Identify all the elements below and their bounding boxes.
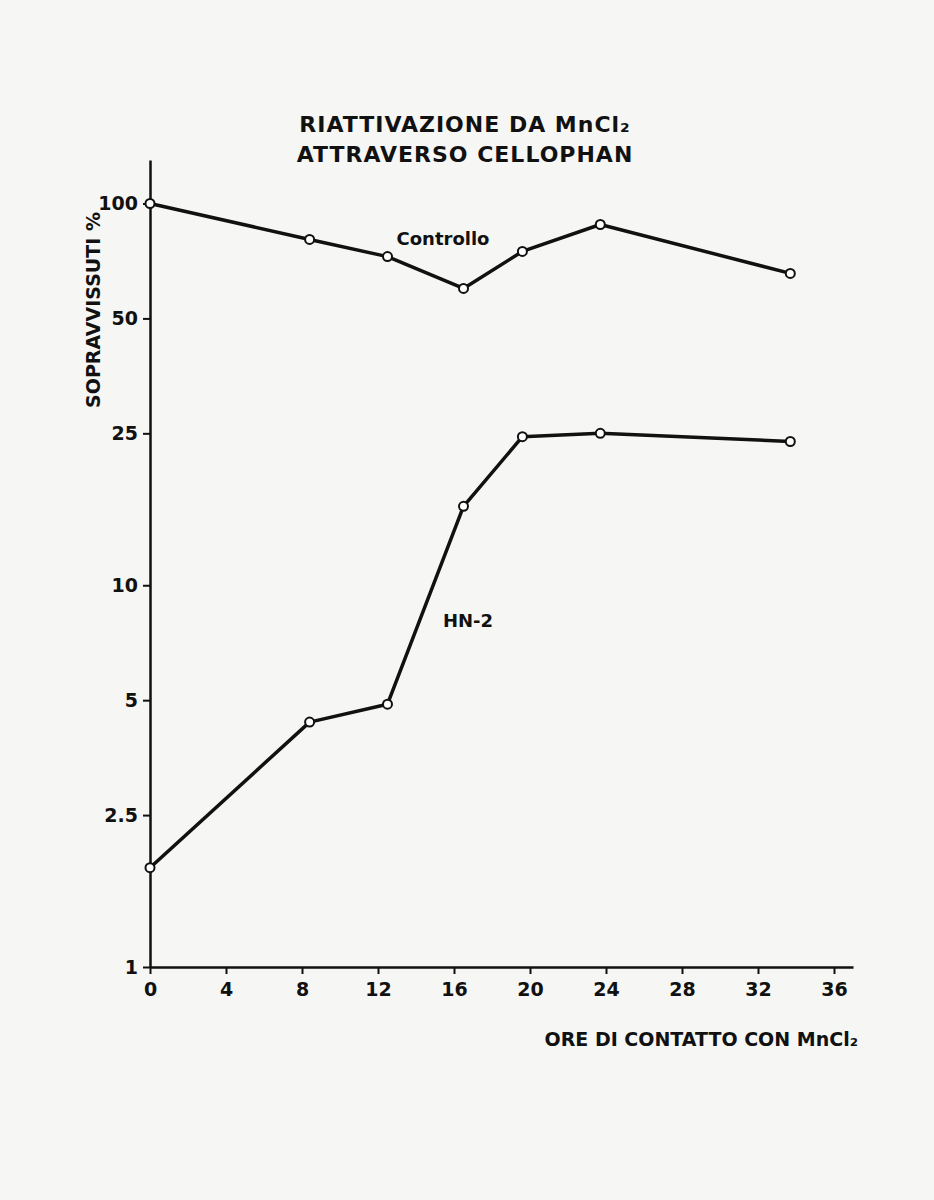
series-marker [383,252,392,261]
chart: RIATTIVAZIONE DA MnCl₂ ATTRAVERSO CELLOPH… [0,0,934,1200]
x-tick: 8 [296,967,309,1000]
x-axis-line [151,966,854,969]
y-axis: 1 2.5 5 10 25 50 100 [98,161,150,978]
series-marker [596,429,605,438]
x-tick-mark [530,967,532,974]
x-tick-label: 36 [821,978,847,1000]
y-tick-mark [143,967,150,969]
x-tick-label: 24 [593,978,619,1000]
x-tick: 4 [220,967,233,1000]
series-line [150,433,790,867]
x-tick: 0 [144,967,157,1000]
x-tick: 16 [441,967,467,1000]
series-marker [518,247,527,256]
y-axis-title: SOPRAVVISSUTI % [82,212,104,408]
x-tick-mark [758,967,760,974]
x-tick-label: 4 [220,978,233,1000]
series-marker [596,220,605,229]
x-tick-mark [834,967,836,974]
x-tick: 12 [365,967,391,1000]
y-tick: 100 [98,192,150,214]
y-tick: 2.5 [104,804,150,826]
series-marker [146,199,155,208]
x-tick-mark [302,967,304,974]
x-axis: 0 4 8 12 16 20 24 28 32 36 [144,967,854,1000]
x-axis-title: ORE DI CONTATTO CON MnCl₂ [545,1028,859,1050]
series-marker [459,284,468,293]
series-marker [786,269,795,278]
series-marker [146,863,155,872]
x-tick-mark [226,967,228,974]
subtitle: ATTRAVERSO CELLOPHAN [297,142,634,167]
x-tick-mark [606,967,608,974]
title: RIATTIVAZIONE DA MnCl₂ [299,112,630,137]
y-tick-label: 10 [112,574,138,596]
series-marker [305,235,314,244]
x-tick: 24 [593,967,619,1000]
x-tick-label: 28 [669,978,695,1000]
x-tick-mark [378,967,380,974]
y-tick: 50 [112,307,150,329]
x-tick: 28 [669,967,695,1000]
y-tick: 5 [125,689,150,711]
y-tick-mark [143,318,150,320]
y-tick-label: 2.5 [104,804,138,826]
y-tick-mark [143,815,150,817]
series-marker [305,718,314,727]
series-label: HN-2 [443,610,493,631]
series-line [150,203,790,288]
y-tick: 25 [112,422,150,444]
series-marker [518,432,527,441]
x-tick-label: 32 [745,978,771,1000]
x-tick-mark [682,967,684,974]
x-tick: 20 [517,967,543,1000]
series-marker [383,700,392,709]
y-tick-label: 50 [112,307,138,329]
y-tick-mark [143,585,150,587]
x-tick-mark [454,967,456,974]
y-tick-mark [143,700,150,702]
x-tick: 36 [821,967,847,1000]
x-tick: 32 [745,967,771,1000]
series-label: Controllo [397,228,490,249]
x-tick-label: 12 [365,978,391,1000]
x-tick-label: 20 [517,978,543,1000]
x-tick-label: 16 [441,978,467,1000]
y-tick-label: 100 [98,192,138,214]
y-tick: 10 [112,574,150,596]
y-tick-label: 1 [125,956,138,978]
x-tick-label: 8 [296,978,309,1000]
series-marker [459,502,468,511]
y-tick: 1 [125,956,150,978]
plot-area [146,199,795,872]
y-axis-line [149,161,152,968]
y-tick-label: 5 [125,689,138,711]
x-tick-label: 0 [144,978,157,1000]
series-marker [786,437,795,446]
y-tick-mark [143,433,150,435]
y-tick-label: 25 [112,422,138,444]
